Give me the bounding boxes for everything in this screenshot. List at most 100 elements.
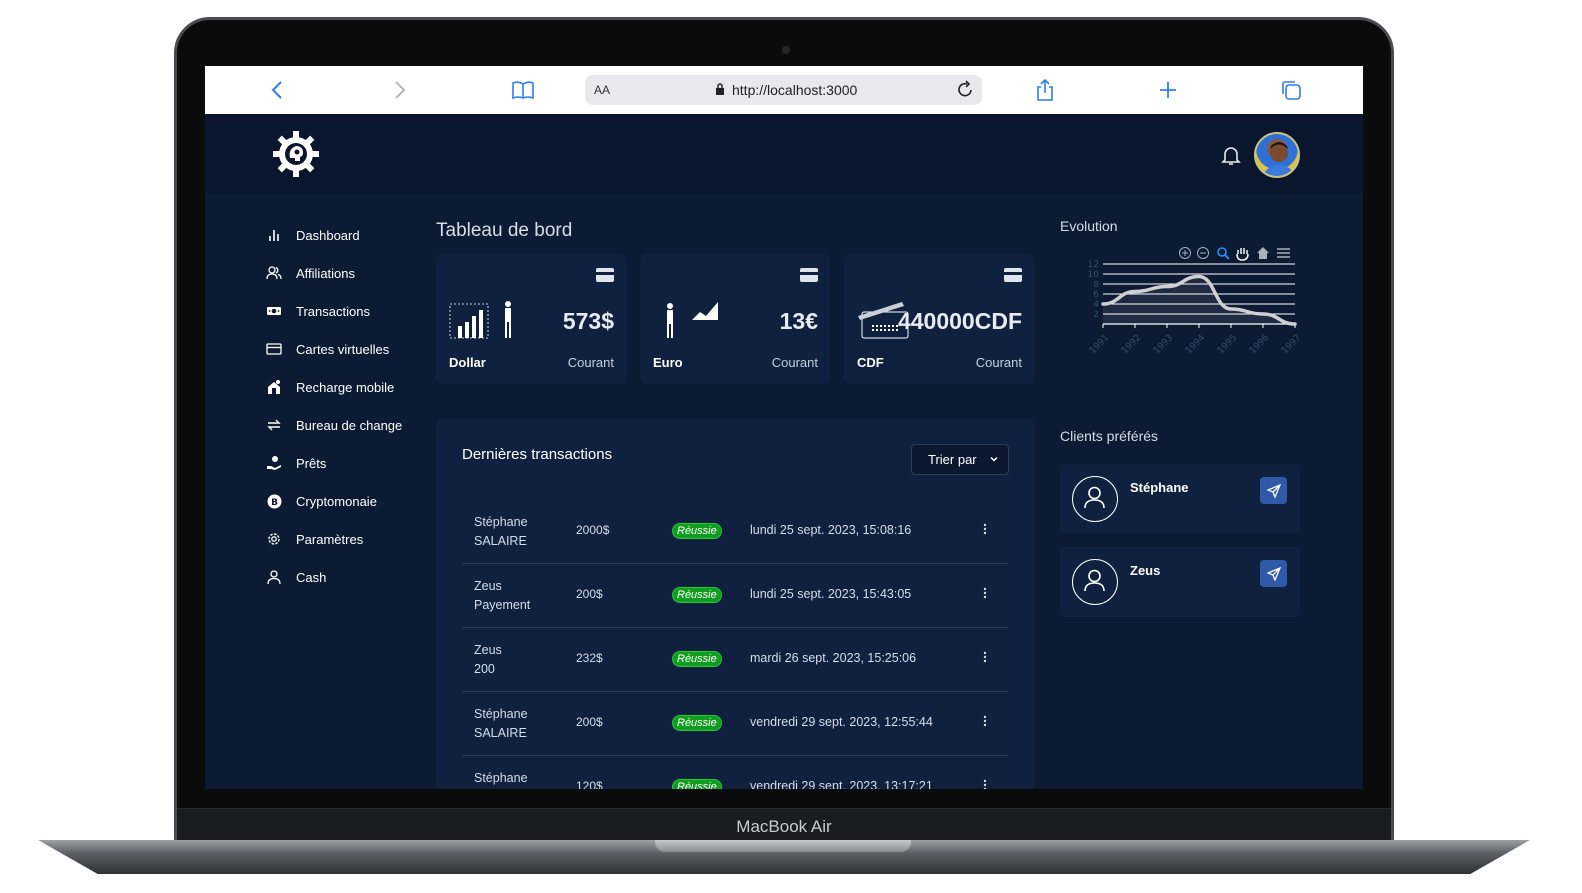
share-icon[interactable] — [1033, 78, 1057, 102]
status-badge: Réussie — [672, 523, 722, 539]
sidebar-item-bureau-de-change[interactable]: Bureau de change — [265, 406, 435, 444]
money-icon — [265, 302, 283, 320]
tx-name: Stéphane — [474, 771, 528, 785]
sidebar-item-label: Cryptomonaie — [296, 493, 377, 509]
growth-chart-illustration — [448, 296, 518, 344]
user-icon — [1072, 559, 1118, 605]
sidebar-item-label: Prêts — [296, 455, 327, 471]
screen: AA http://localhost:3000 — [205, 66, 1363, 789]
x-tick-label: 1995 — [1216, 333, 1239, 356]
card-sub: Courant — [771, 355, 818, 370]
tx-date: lundi 25 sept. 2023, 15:08:16 — [750, 523, 912, 537]
sidebar-item-label: Bureau de change — [296, 417, 403, 433]
back-icon[interactable] — [265, 78, 289, 102]
trend-illustration — [652, 296, 722, 344]
lock-icon — [715, 83, 725, 101]
card-value: 440000CDF — [897, 308, 1022, 334]
sidebar: Dashboard Affiliations Transactions Cart… — [265, 216, 435, 596]
more-vertical-icon[interactable] — [978, 714, 992, 732]
send-icon[interactable] — [1260, 560, 1287, 587]
bitcoin-icon: B — [265, 492, 283, 510]
table-row[interactable]: Zeus 200 232$ Réussie mardi 26 sept. 2023… — [462, 628, 1009, 692]
client-name: Zeus — [1130, 563, 1161, 578]
brand-gear-logo[interactable] — [271, 129, 321, 179]
home-icon[interactable] — [1257, 247, 1269, 259]
camera — [782, 46, 790, 54]
tx-amount: 200$ — [576, 715, 603, 729]
y-tick-label: 2 — [1093, 310, 1099, 320]
more-vertical-icon[interactable] — [978, 522, 992, 540]
client-name: Stéphane — [1130, 480, 1189, 495]
sidebar-item-label: Cartes virtuelles — [296, 341, 390, 357]
status-badge: Réussie — [672, 715, 722, 731]
sidebar-item-label: Recharge mobile — [296, 379, 395, 395]
x-tick-label: 1992 — [1120, 333, 1143, 356]
sidebar-item-recharge-mobile[interactable]: Recharge mobile — [265, 368, 435, 406]
card-name: CDF — [857, 355, 884, 370]
credit-card-icon — [800, 268, 818, 282]
bookmarks-icon[interactable] — [511, 78, 535, 102]
tx-name: Stéphane SALAIRE — [474, 707, 528, 740]
tabs-icon[interactable] — [1279, 78, 1303, 102]
card-value: 573$ — [562, 308, 614, 334]
y-tick-label: 10 — [1088, 270, 1100, 280]
more-vertical-icon[interactable] — [978, 650, 992, 668]
status-badge: Réussie — [672, 651, 722, 667]
gear-icon — [265, 530, 283, 548]
sidebar-item-parametres[interactable]: Paramètres — [265, 520, 435, 558]
loan-icon — [265, 454, 283, 472]
mobile-recharge-icon — [265, 378, 283, 396]
table-row[interactable]: Stéphane SALAIRE 200$ Réussie vendredi 29… — [462, 692, 1009, 756]
x-axis: 1991 1992 1993 1994 1995 1996 1997 — [1088, 324, 1303, 356]
card-name: Euro — [653, 355, 683, 370]
new-tab-icon[interactable] — [1156, 78, 1180, 102]
sidebar-item-affiliations[interactable]: Affiliations — [265, 254, 435, 292]
sidebar-item-dashboard[interactable]: Dashboard — [265, 216, 435, 254]
y-tick-label: 12 — [1088, 260, 1099, 270]
status-badge: Réussie — [672, 779, 722, 789]
sidebar-item-cash[interactable]: Cash — [265, 558, 435, 596]
send-icon[interactable] — [1260, 477, 1287, 504]
tx-date: vendredi 29 sept. 2023, 13:17:21 — [750, 779, 933, 789]
sidebar-item-transactions[interactable]: Transactions — [265, 292, 435, 330]
credit-card-icon — [1004, 268, 1022, 282]
table-row[interactable]: Stéphane 120$ Réussie vendredi 29 sept. … — [462, 756, 1009, 789]
sidebar-item-prets[interactable]: Prêts — [265, 444, 435, 482]
tx-name: Zeus 200 — [474, 643, 502, 676]
reload-icon[interactable] — [956, 79, 976, 101]
y-tick-label: 8 — [1093, 280, 1099, 290]
address-bar[interactable]: AA http://localhost:3000 — [585, 75, 982, 105]
zoom-in-icon[interactable] — [1179, 247, 1191, 259]
x-tick-label: 1994 — [1184, 333, 1207, 356]
zoom-icon[interactable] — [1217, 247, 1230, 260]
forward-icon[interactable] — [388, 78, 412, 102]
browser-toolbar: AA http://localhost:3000 — [205, 66, 1363, 114]
table-row[interactable]: Stéphane SALAIRE 2000$ Réussie lundi 25 s… — [462, 500, 1009, 564]
card-name: Dollar — [449, 355, 486, 370]
menu-icon[interactable] — [1277, 248, 1290, 258]
tx-amount: 120$ — [576, 779, 603, 789]
transactions-panel: Dernières transactions Trier par Stéphan… — [436, 418, 1034, 789]
sidebar-item-cryptomonaie[interactable]: B Cryptomonaie — [265, 482, 435, 520]
zoom-out-icon[interactable] — [1197, 247, 1209, 259]
app-header — [205, 114, 1363, 194]
sidebar-item-cartes-virtuelles[interactable]: Cartes virtuelles — [265, 330, 435, 368]
client-card[interactable]: Stéphane — [1060, 464, 1300, 534]
series-line — [1101, 274, 1297, 326]
bar-chart-icon — [265, 226, 283, 244]
bell-icon[interactable] — [1221, 144, 1241, 166]
card-cdf[interactable]: 440000CDF CDF Courant — [844, 254, 1034, 384]
user-avatar[interactable] — [1254, 132, 1300, 178]
client-card[interactable]: Zeus — [1060, 547, 1300, 617]
card-dollar[interactable]: 573$ Dollar Courant — [436, 254, 626, 384]
laptop-chin: MacBook Air — [177, 808, 1391, 844]
sort-select[interactable]: Trier par — [911, 444, 1009, 475]
more-vertical-icon[interactable] — [978, 586, 992, 604]
card-euro[interactable]: 13€ Euro Courant — [640, 254, 830, 384]
tx-amount: 2000$ — [576, 523, 610, 537]
more-vertical-icon[interactable] — [978, 778, 992, 789]
text-size-button[interactable]: AA — [594, 83, 611, 97]
table-row[interactable]: Zeus Payement 200$ Réussie lundi 25 sept.… — [462, 564, 1009, 628]
card-value: 13€ — [779, 308, 818, 334]
pan-icon[interactable] — [1236, 248, 1249, 261]
